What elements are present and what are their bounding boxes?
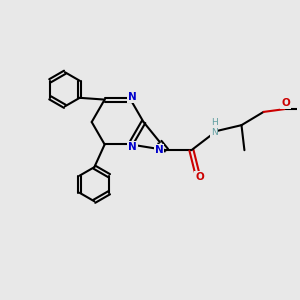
Text: O: O	[195, 172, 204, 182]
Text: O: O	[281, 98, 290, 108]
Text: N: N	[155, 145, 164, 155]
Text: N: N	[128, 142, 137, 152]
Text: N: N	[128, 92, 137, 102]
Text: H
N: H N	[211, 118, 218, 137]
